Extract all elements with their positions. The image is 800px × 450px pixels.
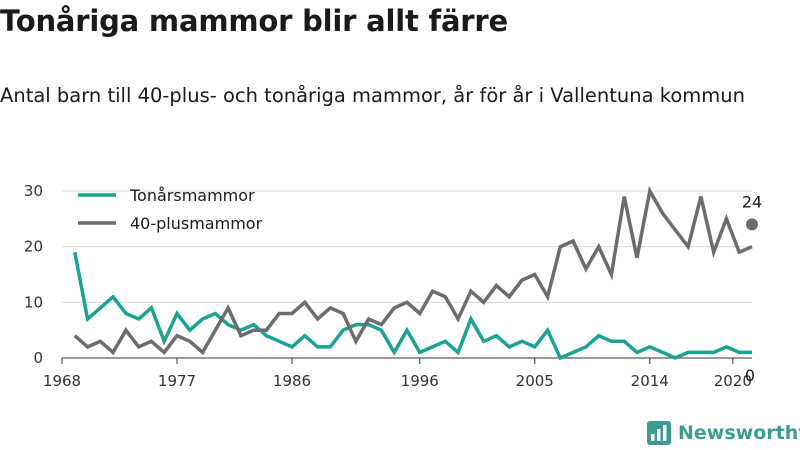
legend-label: Tonårsmammor	[129, 186, 255, 205]
end-value-label: 0	[745, 366, 755, 385]
x-tick-label: 2005	[516, 372, 554, 390]
end-value-label: 24	[742, 192, 762, 211]
y-tick-label: 30	[24, 182, 43, 200]
series-line-40-plusmammor	[73, 186, 753, 356]
chart-subtitle: Antal barn till 40-plus- och tonåriga ma…	[0, 84, 745, 107]
x-tick-label: 1996	[401, 372, 439, 390]
y-tick-label: 0	[33, 349, 43, 367]
x-tick-label: 1977	[158, 372, 196, 390]
brand-logo: Newsworthy	[646, 420, 800, 446]
x-tick-label: 1986	[273, 372, 311, 390]
x-tick-label: 2014	[631, 372, 669, 390]
newsworthy-logo-icon	[647, 421, 671, 445]
x-tick-label: 1968	[43, 372, 81, 390]
brand-name: Newsworthy	[678, 422, 800, 444]
y-tick-label: 10	[24, 293, 43, 311]
y-tick-label: 20	[24, 238, 43, 256]
legend-label: 40-plusmammor	[130, 214, 263, 233]
series-line-tonarsmammor	[73, 251, 752, 361]
x-tick-label: 2020	[714, 372, 752, 390]
chart-title: Tonåriga mammor blir allt färre	[0, 4, 508, 38]
end-point-marker	[746, 218, 758, 231]
